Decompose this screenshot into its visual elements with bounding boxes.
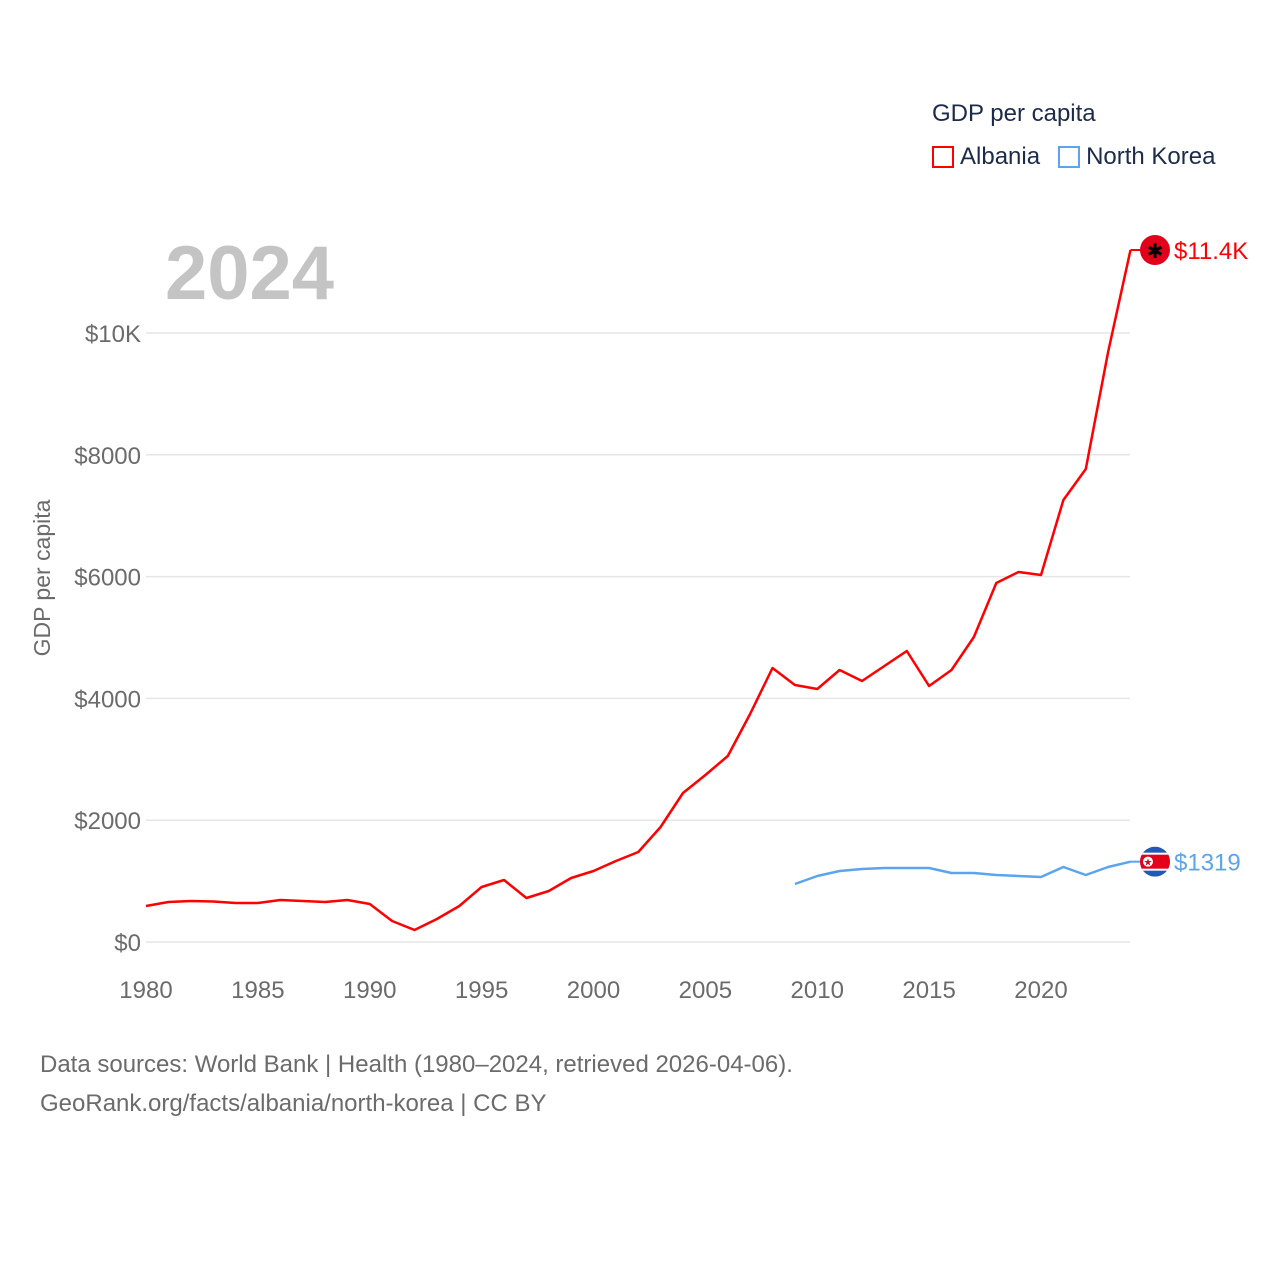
- albania-flag-icon: [1140, 234, 1170, 265]
- y-tick-label: $8000: [74, 443, 141, 470]
- x-tick-label: 1995: [455, 977, 508, 1004]
- year-label: 2024: [165, 231, 335, 316]
- x-tick-label: 1985: [231, 977, 284, 1004]
- end-value-label: $11.4K: [1174, 238, 1248, 265]
- y-tick-label: $6000: [74, 565, 141, 592]
- x-tick-label: 2005: [679, 977, 732, 1004]
- legend-label: Albania: [960, 143, 1041, 170]
- y-tick-label: $4000: [74, 686, 141, 713]
- eagle-icon: ✱: [1147, 241, 1164, 263]
- x-tick-label: 1990: [343, 977, 396, 1004]
- footer: Data sources: World Bank | Health (1980–…: [40, 1045, 793, 1123]
- x-tick-label: 2010: [791, 977, 844, 1004]
- legend-item-albania[interactable]: Albania: [932, 143, 1040, 171]
- y-tick-label: $10K: [85, 321, 141, 348]
- series-line-albania: [145, 249, 1132, 932]
- series-line-north-korea: [794, 860, 1131, 886]
- star-disc-icon: [1143, 856, 1153, 867]
- x-tick-label: 2015: [902, 977, 955, 1004]
- star-icon: ★: [1144, 858, 1153, 869]
- legend-swatch-north-korea: [1058, 146, 1081, 168]
- x-tick-label: 2000: [567, 977, 620, 1004]
- y-tick-label: $2000: [74, 808, 141, 835]
- legend-label: North Korea: [1086, 143, 1216, 170]
- source-link[interactable]: GeoRank.org/facts/albania/north-korea | …: [40, 1090, 547, 1117]
- end-value-label: $1319: [1174, 850, 1241, 877]
- x-tick-label: 1980: [119, 977, 172, 1004]
- legend-title: GDP per capita: [932, 100, 1096, 127]
- x-tick-label: 2020: [1014, 977, 1067, 1004]
- y-axis-label: GDP per capita: [29, 499, 55, 656]
- legend-item-north-korea[interactable]: North Korea: [1058, 143, 1215, 171]
- legend: Albania North Korea: [932, 143, 1215, 171]
- data-sources: Data sources: World Bank | Health (1980–…: [40, 1051, 793, 1078]
- y-tick-label: $0: [114, 930, 141, 957]
- legend-swatch-albania: [932, 146, 954, 168]
